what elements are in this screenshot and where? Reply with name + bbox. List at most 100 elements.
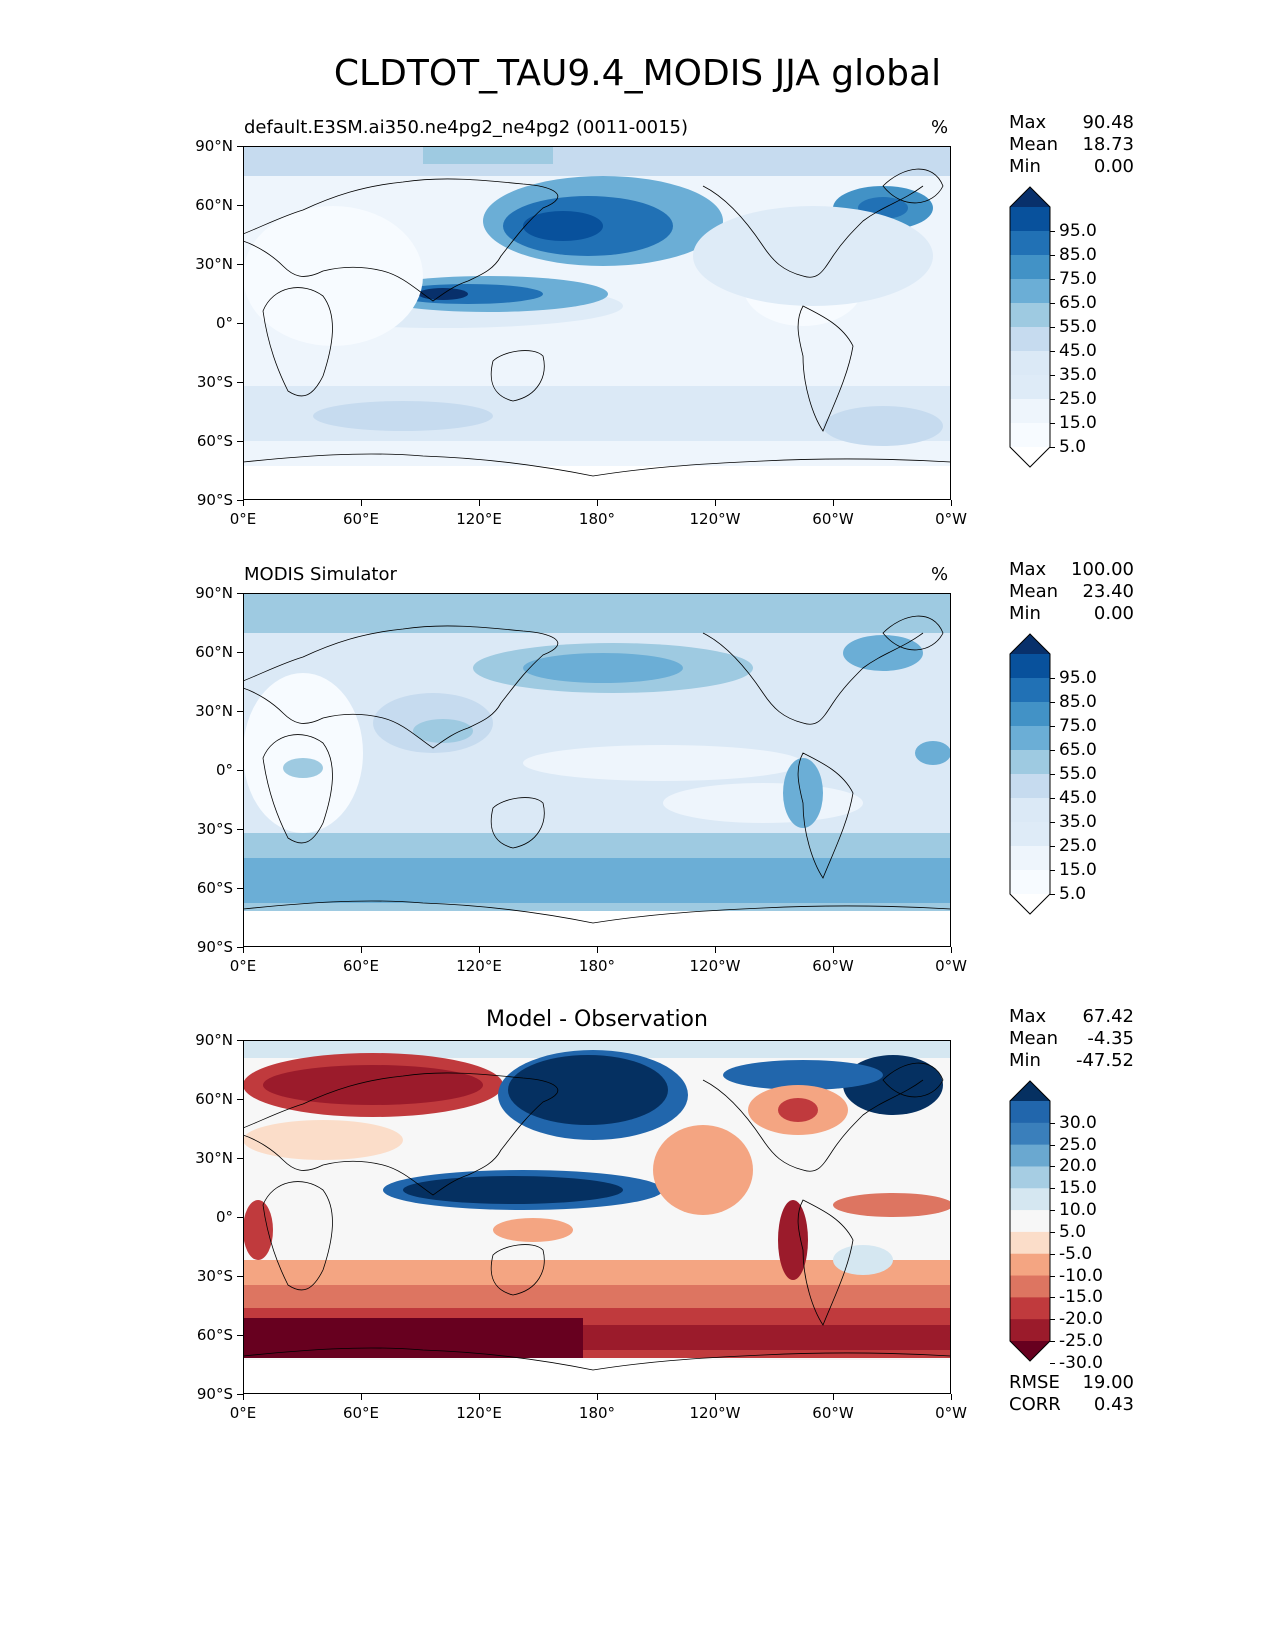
lon-tick-mark — [243, 500, 244, 506]
stat-label: CORR — [1009, 1394, 1061, 1415]
stat-value: 67.42 — [1082, 1006, 1134, 1027]
lat-tick-label: 60°S — [196, 879, 233, 897]
colorbar-label: 25.0 — [1059, 836, 1097, 856]
lat-tick-label: 90°N — [195, 1031, 233, 1049]
colorbar-label: 5.0 — [1059, 884, 1087, 904]
lon-tick-mark — [951, 500, 952, 506]
lat-tick-label: 30°N — [195, 255, 233, 273]
lat-tick-label: 0° — [215, 314, 233, 332]
stat-row: Max 100.00 — [1009, 559, 1134, 581]
colorbar-label: 15.0 — [1059, 1178, 1097, 1199]
lat-tick-mark — [237, 146, 243, 147]
lon-tick-mark — [361, 1394, 362, 1400]
lat-tick-mark — [237, 323, 243, 324]
lat-tick-mark — [237, 1040, 243, 1041]
colorbar-label: 45.0 — [1059, 788, 1097, 808]
lon-tick-mark — [479, 947, 480, 953]
lon-tick-label: 0°W — [935, 957, 967, 975]
colorbar-tick — [1050, 399, 1055, 400]
colorbar-extend-min — [1010, 447, 1050, 467]
units-label: % — [931, 564, 949, 585]
colorbar-tick — [1050, 1253, 1055, 1255]
colorbar-label: 15.0 — [1059, 413, 1097, 433]
stat-value: 0.43 — [1093, 1394, 1134, 1415]
lat-tick-mark — [237, 888, 243, 889]
colorbar-label: 5.0 — [1059, 1221, 1087, 1242]
colorbar-label: 95.0 — [1059, 668, 1097, 688]
colorbar-tick — [1050, 1144, 1055, 1146]
colorbar-label: 65.0 — [1059, 293, 1097, 313]
stat-row: RMSE 19.00 — [1009, 1372, 1134, 1394]
lat-tick-label: 30°S — [196, 820, 233, 838]
lon-tick-mark — [597, 500, 598, 506]
lon-tick-mark — [833, 1394, 834, 1400]
colorbar-tick — [1050, 1122, 1055, 1124]
stat-label: Mean — [1009, 581, 1059, 602]
colorbar-label: 95.0 — [1059, 221, 1097, 241]
colorbar-extend-max — [1010, 187, 1050, 207]
lat-tick-label: 30°N — [195, 702, 233, 720]
colorbar-label: 55.0 — [1059, 317, 1097, 337]
colorbar-tick — [1050, 894, 1055, 895]
lat-tick-mark — [237, 441, 243, 442]
lon-tick-label: 60°E — [342, 510, 380, 528]
stat-row: Max 67.42 — [1009, 1006, 1134, 1028]
lat-tick-label: 90°N — [195, 137, 233, 155]
colorbar-segment — [1010, 870, 1050, 895]
colorbar-tick — [1050, 231, 1055, 232]
colorbar-tick — [1050, 279, 1055, 280]
stat-label: Min — [1009, 1050, 1041, 1071]
map-obs — [243, 593, 951, 947]
colorbar-tick — [1050, 1210, 1055, 1212]
stat-value: 90.48 — [1082, 112, 1134, 133]
colorbar-extend-max — [1010, 634, 1050, 654]
colorbar-segment — [1010, 351, 1050, 376]
rmse-corr-block: RMSE 19.00 CORR 0.43 — [1009, 1372, 1134, 1416]
figure-title: CLDTOT_TAU9.4_MODIS JJA global — [333, 53, 942, 94]
lon-tick-mark — [361, 500, 362, 506]
stat-row: Min 0.00 — [1009, 603, 1134, 625]
colorbar-label: 45.0 — [1059, 341, 1097, 361]
colorbar-segment — [1010, 1144, 1050, 1167]
colorbar-segment — [1010, 1166, 1050, 1189]
lat-tick-mark — [237, 652, 243, 653]
colorbar-label: -25.0 — [1059, 1331, 1103, 1351]
colorbar-tick — [1050, 1231, 1055, 1233]
lon-tick-mark — [597, 1394, 598, 1400]
stat-value: 19.00 — [1082, 1372, 1134, 1393]
colorbar-tick — [1050, 798, 1055, 799]
colorbar-tick — [1050, 774, 1055, 775]
colorbar-label: -10.0 — [1059, 1265, 1103, 1286]
colorbar-label: 75.0 — [1059, 716, 1097, 736]
lon-tick-label: 180° — [578, 957, 616, 975]
lon-tick-label: 0°E — [229, 1404, 257, 1422]
colorbar-segment — [1010, 207, 1050, 232]
colorbar-label: 35.0 — [1059, 812, 1097, 832]
stat-label: Mean — [1009, 1028, 1059, 1049]
lon-tick-label: 120°W — [689, 510, 741, 528]
colorbar-label: 65.0 — [1059, 740, 1097, 760]
colorbar-tick — [1050, 1166, 1055, 1168]
colorbar-segment — [1010, 774, 1050, 799]
lat-tick-mark — [237, 593, 243, 594]
colorbar-segment — [1010, 702, 1050, 727]
stat-row: Min -47.52 — [1009, 1050, 1134, 1072]
colorbar-tick — [1050, 1362, 1055, 1364]
colorbar-tick — [1050, 327, 1055, 328]
colorbar-tick — [1050, 351, 1055, 352]
stat-label: Max — [1009, 112, 1047, 133]
colorbar-segment — [1010, 231, 1050, 256]
colorbar-tick — [1050, 447, 1055, 448]
lon-tick-label: 0°E — [229, 957, 257, 975]
lon-tick-mark — [715, 1394, 716, 1400]
lon-tick-mark — [479, 1394, 480, 1400]
stat-value: 18.73 — [1082, 134, 1134, 155]
colorbar-tick — [1050, 375, 1055, 376]
colorbar-tick — [1050, 1319, 1055, 1321]
colorbar-segment — [1010, 375, 1050, 400]
lat-tick-mark — [237, 500, 243, 501]
colorbar-label: -30.0 — [1059, 1352, 1103, 1373]
stat-label: RMSE — [1009, 1372, 1060, 1393]
lon-tick-mark — [243, 947, 244, 953]
lat-tick-mark — [237, 947, 243, 948]
